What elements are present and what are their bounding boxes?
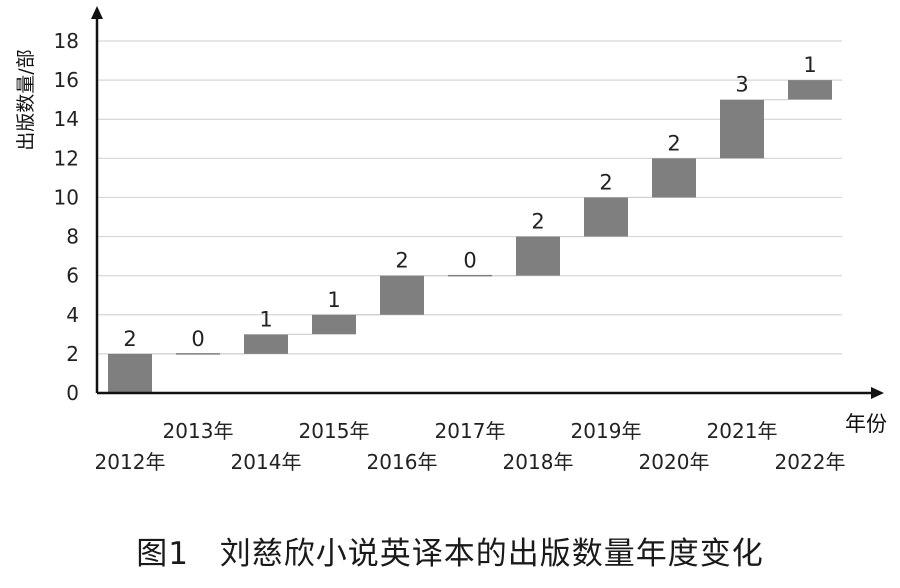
x-tick-label: 2018年: [503, 450, 574, 474]
y-tick-label: 0: [66, 381, 79, 405]
y-tick-label: 4: [66, 303, 79, 327]
gridlines: [97, 40, 842, 355]
data-label: 2: [599, 170, 612, 194]
bar: [380, 275, 424, 315]
data-label: 2: [395, 249, 408, 273]
y-tick-label: 14: [54, 107, 79, 131]
bar: [584, 197, 628, 237]
figure-caption-text: 刘慈欣小说英译本的出版数量年度变化: [219, 536, 764, 572]
x-tick-label: 2021年: [707, 419, 778, 443]
x-tick-label: 2019年: [571, 419, 642, 443]
y-tick-label: 8: [66, 225, 79, 249]
data-label: 0: [463, 249, 476, 273]
y-axis-arrow: [91, 6, 103, 19]
bar: [788, 80, 832, 100]
x-axis-title: 年份: [845, 412, 887, 436]
bar: [720, 99, 764, 159]
bar: [176, 353, 220, 355]
axes: [91, 6, 884, 399]
data-labels: 2 0 1 1 2 0 2 2 2 3 1: [123, 53, 816, 351]
x-tick-label: 2014年: [231, 450, 302, 474]
data-label: 2: [531, 210, 544, 234]
bar: [448, 274, 492, 277]
bars: [108, 80, 832, 393]
data-label: 1: [803, 53, 816, 77]
x-tick-label: 2015年: [299, 419, 370, 443]
bar: [312, 314, 356, 335]
y-tick-label: 6: [66, 264, 79, 288]
x-axis-arrow: [871, 387, 884, 399]
x-tick-label: 2016年: [367, 450, 438, 474]
data-label: 0: [191, 327, 204, 351]
y-tick-label: 2: [66, 342, 79, 366]
y-axis-title: 出版数量/部: [15, 49, 37, 150]
y-tick-label: 10: [54, 185, 79, 209]
x-tick-label: 2020年: [639, 450, 710, 474]
figure-caption: 图1 刘慈欣小说英译本的出版数量年度变化: [0, 528, 900, 573]
bar: [244, 334, 288, 354]
figure-caption-label: 图1: [136, 536, 189, 572]
data-label: 2: [667, 131, 680, 155]
y-tick-label: 12: [54, 146, 79, 170]
data-label: 3: [735, 73, 748, 97]
connector-lines: [152, 99, 788, 355]
x-tick-label: 2017年: [435, 419, 506, 443]
data-label: 2: [123, 327, 136, 351]
data-label: 1: [259, 307, 272, 331]
x-tick-label: 2013年: [163, 419, 234, 443]
x-tick-label: 2022年: [775, 450, 846, 474]
y-tick-label: 18: [54, 29, 79, 53]
data-label: 1: [327, 288, 340, 312]
bar: [652, 158, 696, 198]
y-tick-label: 16: [54, 68, 79, 92]
x-tick-label: 2012年: [95, 450, 166, 474]
bar: [516, 236, 560, 276]
x-tick-labels: 2012年 2013年 2014年 2015年 2016年 2017年 2018年 2019年…: [95, 419, 846, 474]
y-tick-labels: 0 2 4 6 8 10 12 14 16 18: [54, 29, 79, 405]
bar: [108, 353, 152, 393]
